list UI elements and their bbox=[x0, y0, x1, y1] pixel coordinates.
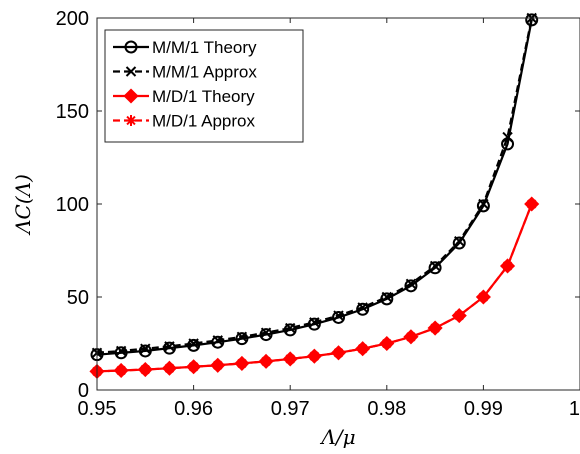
y-tick-label: 150 bbox=[56, 101, 89, 123]
data-point bbox=[379, 335, 395, 352]
data-point bbox=[475, 289, 491, 305]
data-point bbox=[235, 332, 249, 346]
y-axis-label: ΛC(Λ) bbox=[11, 174, 35, 236]
legend-marker bbox=[125, 115, 137, 126]
data-point bbox=[499, 258, 516, 274]
data-point bbox=[380, 292, 394, 306]
y-tick-label: 50 bbox=[67, 287, 89, 309]
plot-marks bbox=[89, 12, 540, 379]
data-point bbox=[307, 317, 321, 331]
x-tick-label: 0.96 bbox=[174, 398, 213, 420]
data-point bbox=[114, 346, 128, 360]
data-point bbox=[330, 345, 347, 361]
legend-box bbox=[104, 29, 304, 143]
data-point bbox=[138, 344, 152, 358]
x-tick-label: 0.98 bbox=[367, 398, 406, 420]
x-tick-label: 0.97 bbox=[271, 398, 310, 420]
axis-ticks: 0.95 0.96 0.97 0.98 0.99 1 0 50 100 150 200 bbox=[56, 8, 580, 420]
x-tick-label: 0.95 bbox=[78, 398, 117, 420]
data-point bbox=[306, 348, 322, 364]
data-point bbox=[428, 261, 442, 275]
legend-marker bbox=[123, 88, 139, 104]
x-axis-label: Λ/μ bbox=[319, 425, 355, 449]
legend-entry-label: M/M/1 Approx bbox=[152, 63, 257, 82]
data-point bbox=[452, 236, 466, 250]
data-point bbox=[161, 360, 178, 376]
data-point bbox=[355, 341, 371, 357]
data-point bbox=[210, 357, 226, 373]
data-point bbox=[356, 302, 370, 316]
data-point bbox=[162, 341, 176, 355]
x-tick-label: 1 bbox=[569, 398, 580, 420]
data-point bbox=[525, 13, 539, 27]
legend: M/M/1 Theory M/M/1 Approx M/D/1 Theory M/D/… bbox=[104, 29, 304, 143]
data-point bbox=[137, 361, 153, 378]
data-point bbox=[476, 199, 490, 213]
data-point bbox=[427, 320, 443, 336]
legend-marker bbox=[125, 66, 137, 77]
y-tick-label: 200 bbox=[56, 8, 89, 30]
data-point bbox=[113, 362, 129, 379]
legend-entry-label: M/D/1 Theory bbox=[152, 87, 255, 106]
data-point bbox=[187, 338, 201, 352]
data-point bbox=[403, 329, 419, 345]
data-point bbox=[234, 355, 250, 371]
x-tick-label: 0.99 bbox=[464, 398, 503, 420]
data-point bbox=[451, 308, 467, 324]
y-tick-label: 0 bbox=[78, 380, 89, 402]
y-tick-label: 100 bbox=[56, 194, 89, 216]
data-point bbox=[259, 328, 273, 342]
data-point bbox=[186, 359, 202, 375]
legend-entry-label: M/D/1 Approx bbox=[152, 112, 255, 131]
data-point bbox=[211, 335, 225, 349]
legend-marker bbox=[124, 40, 138, 54]
data-point bbox=[404, 279, 418, 293]
data-point bbox=[282, 351, 298, 367]
legend-entry-label: M/M/1 Theory bbox=[152, 38, 257, 57]
data-point bbox=[283, 323, 297, 337]
series-line-m-m-1-theory bbox=[96, 19, 533, 356]
data-point bbox=[524, 196, 540, 212]
data-point bbox=[258, 353, 274, 369]
data-point bbox=[501, 137, 515, 151]
data-point bbox=[332, 310, 345, 324]
